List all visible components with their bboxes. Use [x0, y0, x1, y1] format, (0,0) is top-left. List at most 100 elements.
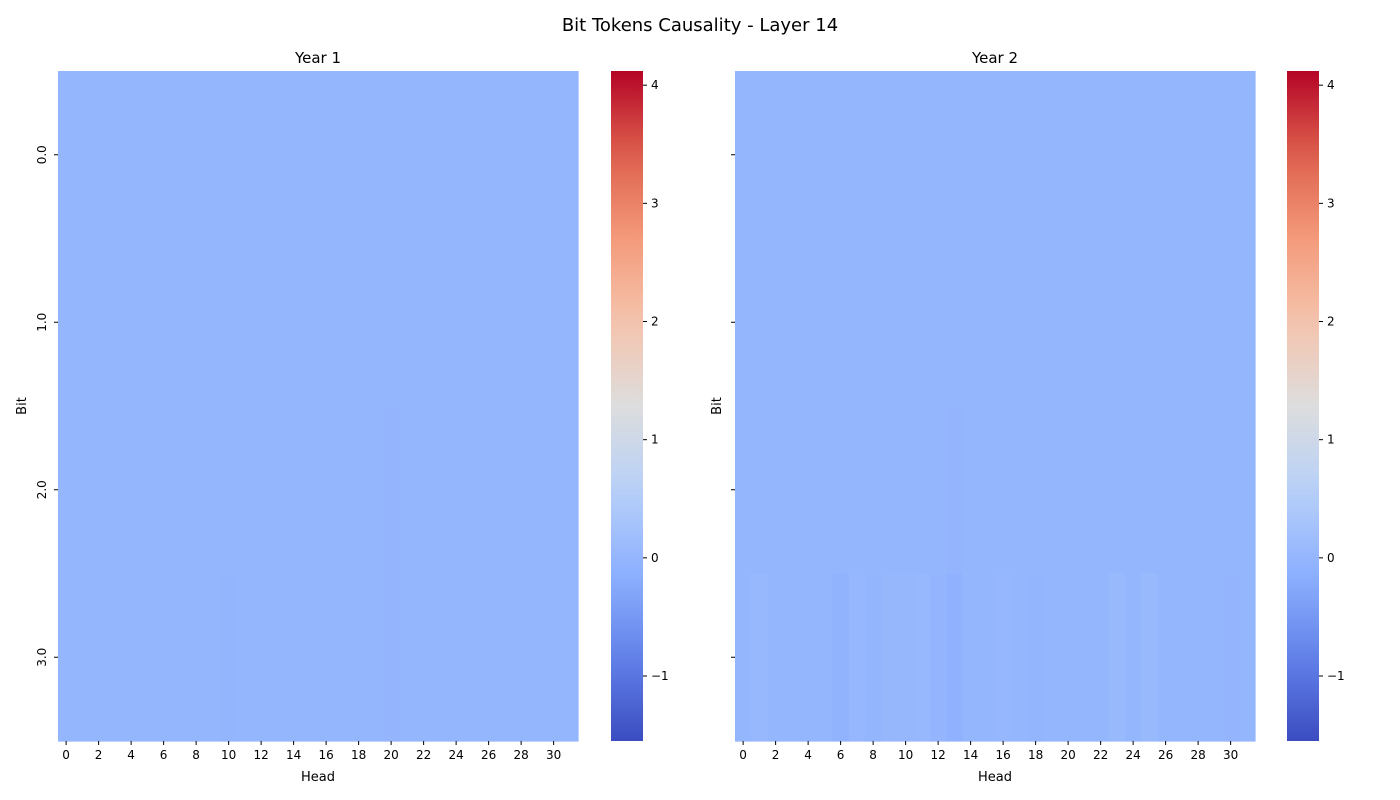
heatmap-cell — [1060, 406, 1077, 575]
heatmap-cell — [1060, 573, 1077, 742]
heatmap-cell — [415, 238, 433, 407]
heatmap-cell — [415, 406, 433, 575]
heatmap-cell — [350, 406, 368, 575]
heatmap-cell — [464, 406, 482, 575]
heatmap-cell — [204, 406, 222, 575]
heatmap-cell — [978, 406, 996, 575]
heatmap-cell — [1157, 406, 1175, 575]
heatmap-cell — [399, 71, 417, 240]
heatmap-cells-year-2 — [735, 71, 1256, 742]
heatmap-cell — [1108, 71, 1126, 240]
heatmap-cell — [448, 406, 465, 575]
heatmap-cell — [90, 573, 108, 742]
heatmap-cell — [464, 71, 482, 240]
heatmap-cell — [751, 71, 769, 240]
heatmap-cell — [496, 238, 514, 407]
x-tick-label: 6 — [160, 748, 168, 762]
heatmap-cell — [106, 71, 124, 240]
heatmap-cell — [155, 238, 173, 407]
x-tick-label: 24 — [1125, 748, 1140, 762]
heatmap-cell — [561, 573, 579, 742]
heatmap-cell — [561, 238, 579, 407]
x-tick-label: 26 — [1158, 748, 1173, 762]
x-tick-label: 10 — [221, 748, 236, 762]
heatmap-cell — [1141, 238, 1159, 407]
heatmap-cell — [1076, 406, 1094, 575]
heatmap-cell — [513, 573, 530, 742]
heatmap-cell — [995, 71, 1012, 240]
heatmap-cell — [139, 71, 157, 240]
heatmap-cell — [1011, 238, 1029, 407]
heatmap-cell — [155, 406, 173, 575]
heatmap-cell — [848, 71, 866, 240]
heatmap-cell — [1011, 573, 1029, 742]
x-tick-label: 30 — [546, 748, 561, 762]
heatmap-cell — [431, 573, 449, 742]
heatmap-cell — [529, 71, 547, 240]
heatmap-cell — [253, 406, 270, 575]
heatmap-cell — [1190, 406, 1207, 575]
heatmap-cell — [1092, 406, 1110, 575]
heatmap-cell — [800, 238, 817, 407]
heatmap-cell — [285, 238, 303, 407]
heatmap-cell — [545, 238, 563, 407]
heatmap-cell — [383, 71, 400, 240]
heatmap-cell — [832, 71, 850, 240]
heatmap-cell — [545, 71, 563, 240]
heatmap-cell — [1157, 71, 1175, 240]
x-tick-label: 16 — [318, 748, 333, 762]
heatmap-cell — [946, 71, 964, 240]
heatmap-cell — [930, 71, 947, 240]
heatmap-cell — [881, 573, 899, 742]
heatmap-cell — [253, 238, 270, 407]
heatmap-cell — [545, 406, 563, 575]
x-tick-label: 8 — [192, 748, 200, 762]
x-axis-label-year-1: Head — [301, 770, 335, 785]
heatmap-cell — [366, 406, 384, 575]
heatmap-cell — [269, 238, 287, 407]
heatmap-cell — [848, 406, 866, 575]
heatmap-cell — [897, 573, 915, 742]
heatmap-cell — [366, 238, 384, 407]
x-tick-label: 22 — [1093, 748, 1108, 762]
heatmap-cell — [1125, 573, 1142, 742]
heatmap-cell — [90, 406, 108, 575]
heatmap-cell — [188, 238, 205, 407]
y-tick-label: 2.0 — [35, 480, 49, 499]
heatmap-cell — [978, 238, 996, 407]
heatmap-cell — [90, 238, 108, 407]
heatmap-cell — [800, 71, 817, 240]
heatmap-cell — [816, 573, 834, 742]
heatmap-cell — [236, 71, 254, 240]
colorbar-tick-label: 1 — [651, 433, 659, 447]
x-tick-label: 22 — [416, 748, 431, 762]
heatmap-cell — [318, 71, 335, 240]
heatmap-cell — [1173, 238, 1191, 407]
heatmap-cell — [496, 71, 514, 240]
heatmap-cell — [913, 71, 931, 240]
heatmap-cell — [897, 238, 915, 407]
heatmap-cell — [865, 71, 882, 240]
heatmap-cell — [220, 71, 238, 240]
heatmap-cell — [1108, 573, 1126, 742]
heatmap-cell — [1043, 238, 1061, 407]
heatmap-cell — [1206, 573, 1224, 742]
x-tick-label: 28 — [1190, 748, 1205, 762]
figure-title: Bit Tokens Causality - Layer 14 — [562, 15, 838, 36]
x-tick-label: 30 — [1223, 748, 1238, 762]
y-axis-ticks-year-1: 0.0 1.0 2.0 3.0 — [35, 145, 58, 667]
x-tick-label: 0 — [739, 748, 747, 762]
x-tick-label: 20 — [383, 748, 398, 762]
x-tick-label: 0 — [62, 748, 70, 762]
x-tick-label: 10 — [898, 748, 913, 762]
heatmap-cell — [480, 406, 498, 575]
heatmap-cell — [1238, 573, 1256, 742]
heatmap-cell — [1027, 573, 1045, 742]
heatmap-cell — [561, 71, 579, 240]
heatmap-cell — [1076, 573, 1094, 742]
heatmap-cell — [399, 573, 417, 742]
heatmap-cell — [735, 71, 752, 240]
heatmap-cell — [318, 573, 335, 742]
colorbar-gradient — [611, 71, 643, 741]
